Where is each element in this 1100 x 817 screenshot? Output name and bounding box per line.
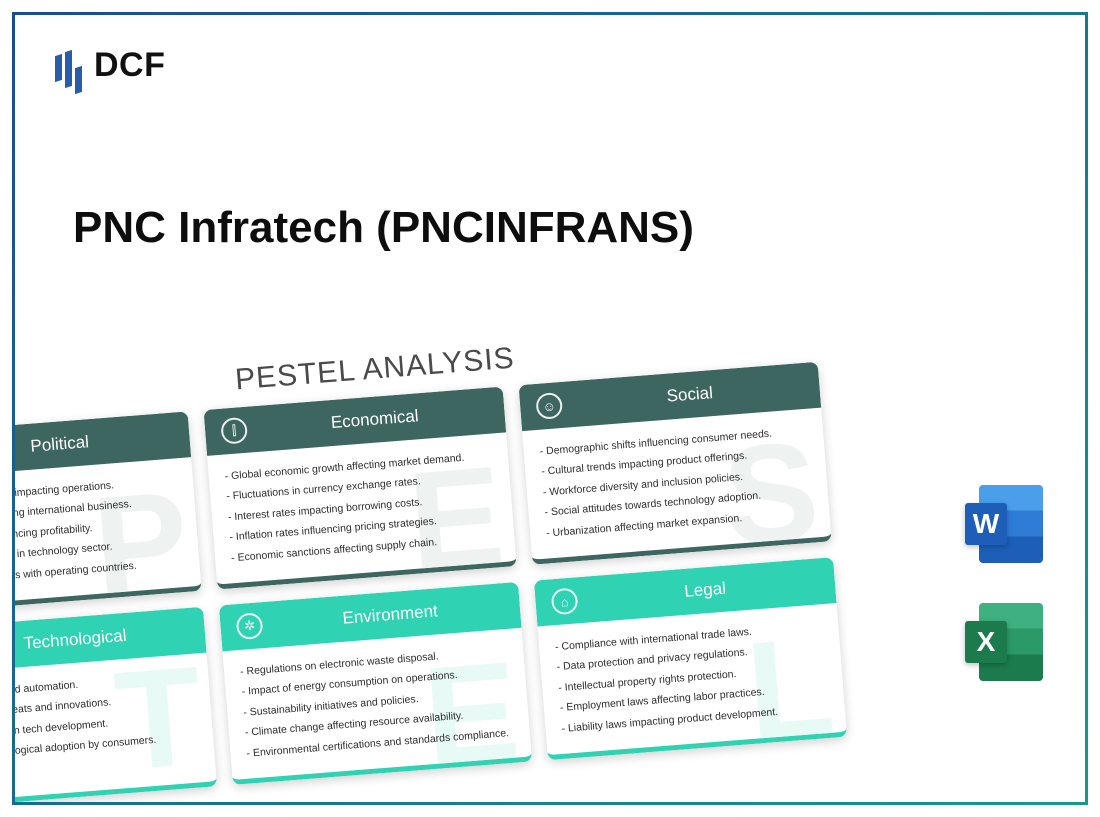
card-list: Demographic shifts influencing consumer … bbox=[539, 421, 814, 544]
pestel-card-social: ☺ SocialSDemographic shifts influencing c… bbox=[519, 362, 832, 565]
pestel-card-environment: ✲ EnvironmentERegulations on electronic w… bbox=[219, 582, 532, 785]
logo: DCF bbox=[55, 43, 165, 87]
word-icon: W bbox=[965, 485, 1043, 563]
card-body: EGlobal economic growth affecting market… bbox=[207, 432, 516, 583]
card-list: Global economic growth affecting market … bbox=[224, 446, 499, 569]
pestel-card-technological: ⚙TechnologicalTAdvances in AI and automa… bbox=[12, 607, 217, 805]
file-icons-column: W X bbox=[965, 485, 1043, 681]
content-frame: DCF PNC Infratech (PNCINFRANS) PESTEL AN… bbox=[12, 12, 1088, 805]
pestel-diagram: PESTEL ANALYSIS ⚖PoliticalPGovernment st… bbox=[12, 313, 915, 805]
card-body: PGovernment stability impacting operatio… bbox=[12, 457, 201, 608]
card-title: Social bbox=[575, 376, 804, 414]
card-list: Advances in AI and automation.Cybersecur… bbox=[12, 666, 198, 769]
card-list: Government stability impacting operation… bbox=[12, 470, 184, 593]
card-list: Compliance with international trade laws… bbox=[554, 616, 829, 739]
card-title: Environment bbox=[276, 596, 505, 634]
excel-icon-letter: X bbox=[965, 621, 1007, 663]
card-title: Economical bbox=[260, 401, 489, 439]
card-title: Political bbox=[12, 426, 174, 464]
logo-icon bbox=[55, 43, 82, 87]
pestel-card-legal: ⌂ LegalLCompliance with international tra… bbox=[534, 557, 847, 760]
social-icon: ☺ bbox=[535, 392, 563, 420]
card-list: Regulations on electronic waste disposal… bbox=[239, 641, 514, 764]
excel-icon: X bbox=[965, 603, 1043, 681]
pestel-card-political: ⚖PoliticalPGovernment stability impactin… bbox=[12, 411, 202, 614]
card-body: ERegulations on electronic waste disposa… bbox=[222, 628, 531, 779]
economical-icon: ⫿ bbox=[220, 417, 248, 445]
pestel-card-economical: ⫿ EconomicalEGlobal economic growth affec… bbox=[203, 387, 516, 590]
card-title: Legal bbox=[591, 571, 820, 609]
legal-icon: ⌂ bbox=[551, 587, 579, 615]
logo-text: DCF bbox=[94, 46, 165, 85]
word-icon-letter: W bbox=[965, 503, 1007, 545]
card-body: TAdvances in AI and automation.Cybersecu… bbox=[12, 653, 215, 784]
page-title: PNC Infratech (PNCINFRANS) bbox=[73, 203, 694, 253]
card-title: Technological bbox=[12, 621, 190, 659]
card-body: SDemographic shifts influencing consumer… bbox=[522, 408, 831, 559]
environment-icon: ✲ bbox=[236, 612, 264, 640]
card-body: LCompliance with international trade law… bbox=[537, 603, 846, 754]
